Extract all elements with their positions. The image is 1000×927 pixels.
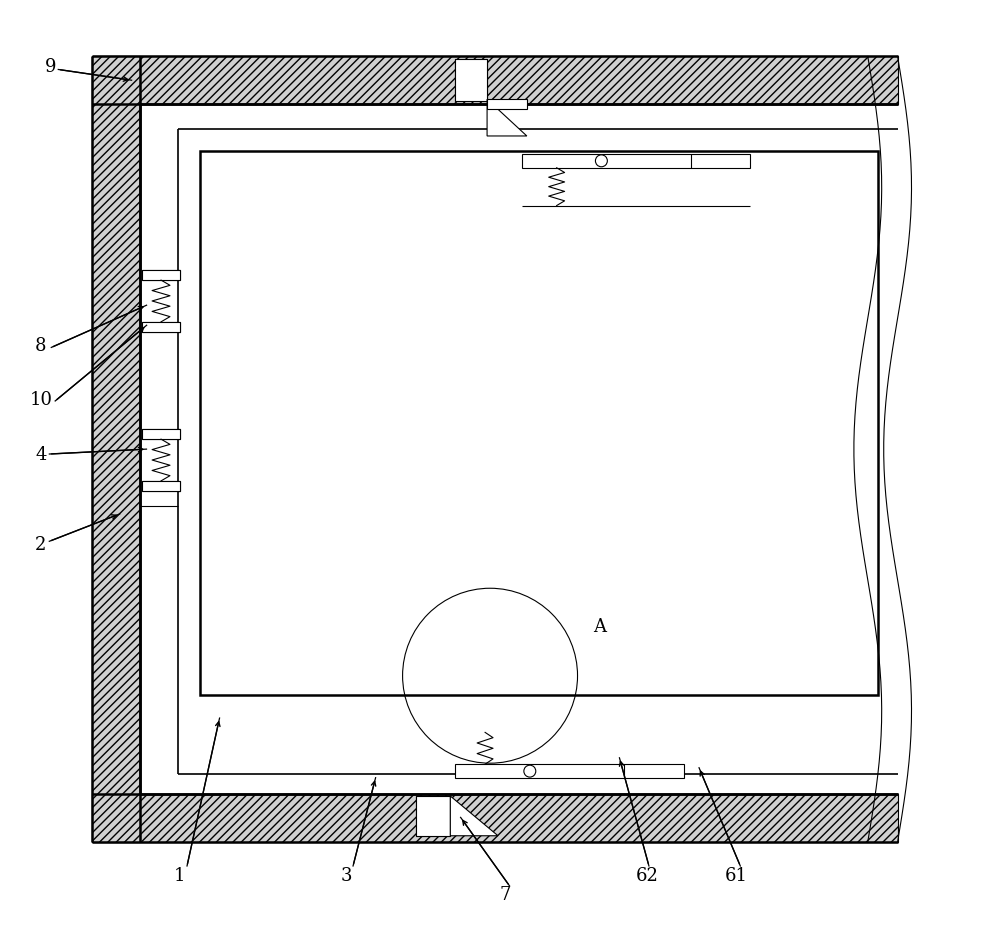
Text: 7: 7 [499, 885, 511, 904]
Bar [416, 796, 450, 836]
Bar [142, 271, 180, 281]
Bar [200, 152, 878, 695]
Polygon shape [450, 796, 498, 836]
Bar [142, 323, 180, 333]
Text: 9: 9 [45, 58, 56, 76]
Text: 62: 62 [636, 866, 659, 883]
Bar [142, 430, 180, 439]
Bar [92, 794, 898, 842]
Text: 10: 10 [29, 391, 52, 409]
Bar [455, 60, 487, 102]
Circle shape [524, 766, 536, 777]
Bar [142, 430, 180, 439]
Bar [522, 155, 750, 169]
Bar [416, 796, 450, 836]
Text: 61: 61 [725, 866, 748, 883]
Text: 2: 2 [35, 535, 46, 552]
Bar [142, 323, 180, 333]
Bar [142, 481, 180, 491]
Polygon shape [487, 100, 527, 137]
Bar [455, 765, 684, 779]
Text: 3: 3 [340, 866, 352, 883]
Bar [92, 57, 898, 105]
Text: A: A [593, 617, 606, 635]
Circle shape [595, 156, 607, 168]
Bar [92, 57, 140, 842]
Bar [142, 271, 180, 281]
Bar [142, 481, 180, 491]
Bar [487, 100, 527, 110]
Bar [455, 60, 487, 102]
Text: 1: 1 [174, 866, 186, 883]
Text: 4: 4 [35, 446, 46, 464]
Text: 8: 8 [35, 337, 47, 354]
